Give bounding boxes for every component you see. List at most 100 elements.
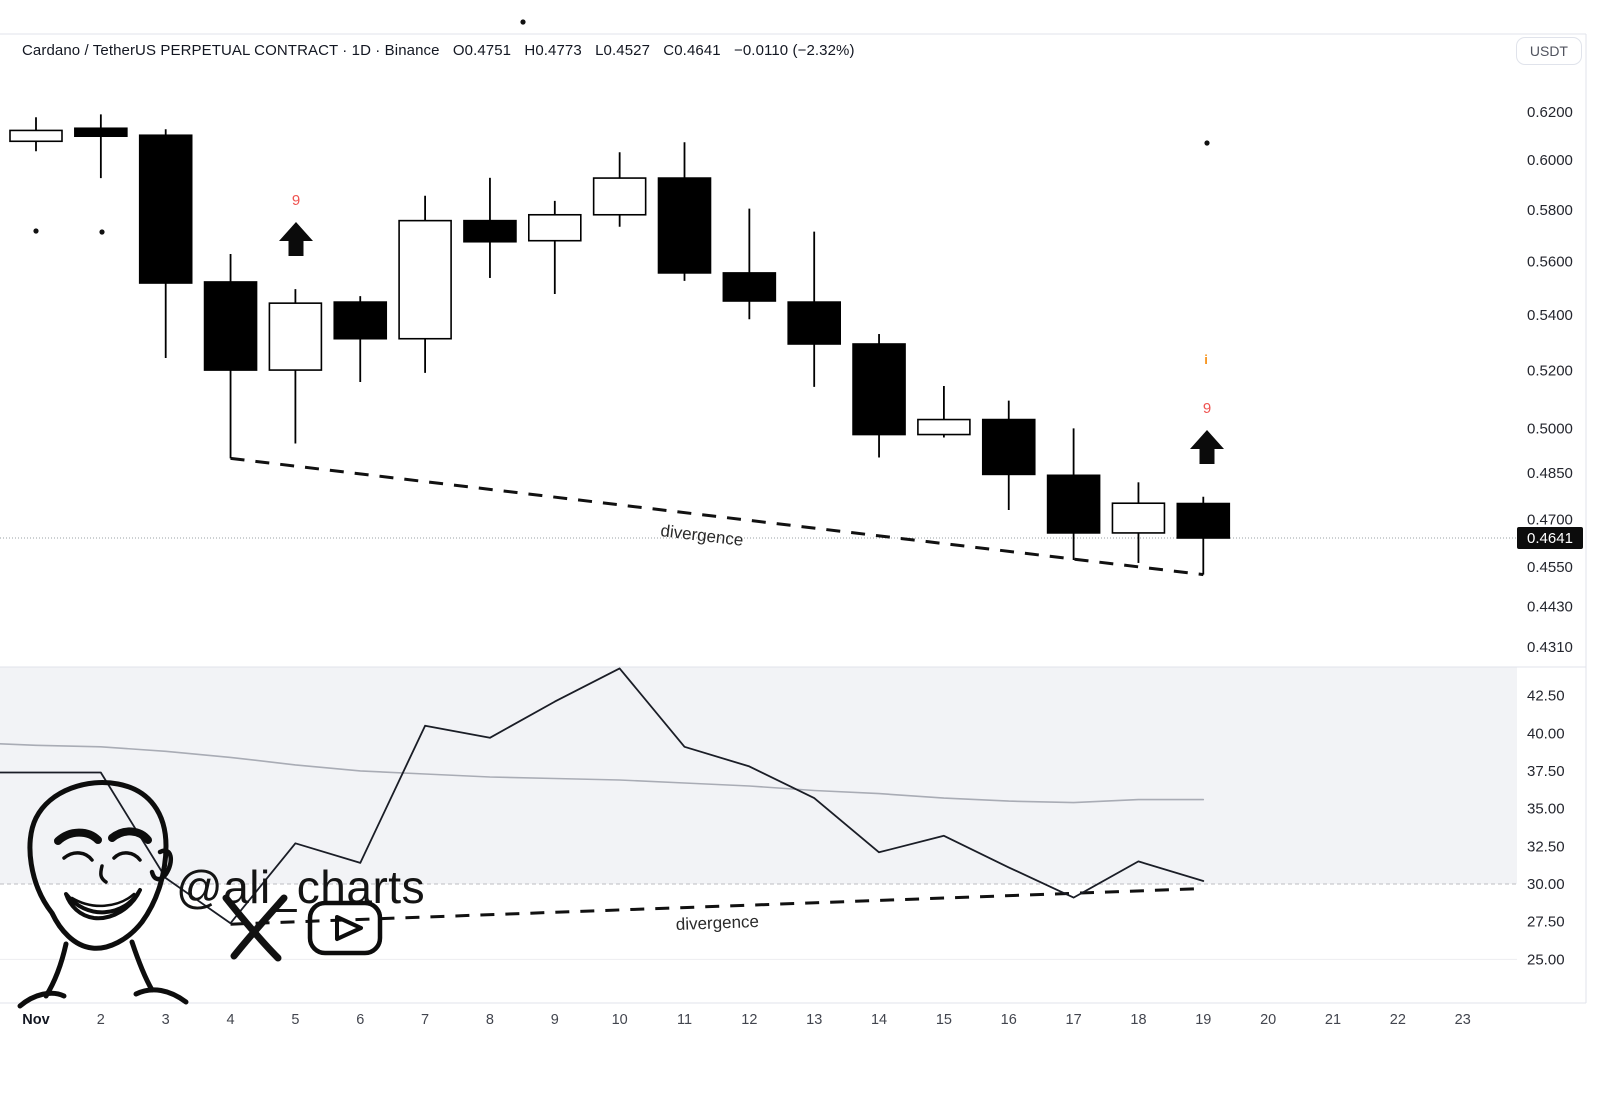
candlestick <box>398 195 452 373</box>
time-axis-label: 6 <box>356 1012 364 1028</box>
rsi-axis-label: 42.50 <box>1527 688 1565 705</box>
time-axis[interactable]: Nov 2 3 4 5 6 7 8 9 10 11 12 13 14 15 16 17 18 19 20 21 22 23 <box>22 1012 1470 1028</box>
candle-body <box>592 177 647 216</box>
time-axis-label: 16 <box>1001 1012 1017 1028</box>
time-axis-label: 10 <box>612 1012 628 1028</box>
watermark-handle: @ali_charts <box>176 861 425 913</box>
face-sketch <box>70 892 136 908</box>
candlestick <box>527 200 582 294</box>
candle-body <box>657 177 712 274</box>
time-axis-label: 22 <box>1390 1012 1406 1028</box>
candlestick <box>203 253 258 459</box>
symbol-title: Cardano / TetherUS PERPETUAL CONTRACT · … <box>22 42 440 59</box>
current-price-tag <box>1517 527 1583 549</box>
time-axis-label: Nov <box>22 1012 49 1028</box>
td-buy-arrow-icon <box>1190 430 1224 464</box>
face-sketch <box>43 941 69 999</box>
price-axis-label: 0.5400 <box>1527 307 1573 324</box>
time-axis-label: 20 <box>1260 1012 1276 1028</box>
price-axis-label: 0.5200 <box>1527 363 1573 380</box>
rsi-divergence-line <box>230 887 1204 926</box>
time-axis-label: 13 <box>806 1012 822 1028</box>
candlestick <box>917 385 971 438</box>
td9-count-label: 9 <box>1203 400 1211 417</box>
candle-body <box>722 272 777 302</box>
rsi-axis-label: 27.50 <box>1527 914 1565 931</box>
face-sketch <box>108 827 152 844</box>
watermark: @ali_charts <box>17 780 425 1009</box>
price-axis[interactable]: 0.6200 0.6000 0.5800 0.5600 0.5400 0.5200 0.50… <box>1527 104 1573 656</box>
price-axis-label: 0.6000 <box>1527 152 1573 169</box>
candlestick <box>463 177 517 278</box>
time-axis-label: 17 <box>1066 1012 1082 1028</box>
candle-body <box>787 301 842 345</box>
symbol-header: Cardano / TetherUS PERPETUAL CONTRACT · … <box>22 42 855 59</box>
marker-dot <box>1204 140 1210 146</box>
current-price-tag-text: 0.4641 <box>1527 530 1573 547</box>
price-axis-label: 0.4310 <box>1527 639 1573 656</box>
face-sketch <box>99 864 108 884</box>
candlestick <box>852 334 906 458</box>
candle-body <box>981 418 1036 476</box>
rsi-axis-label: 37.50 <box>1527 763 1565 780</box>
candlestick <box>657 142 712 281</box>
x-logo-stroke <box>222 894 282 962</box>
td9-count-label: 9 <box>292 192 300 209</box>
candlestick <box>1111 482 1166 563</box>
candle-body <box>527 213 582 242</box>
face-sketch <box>133 987 189 1005</box>
face-sketch <box>17 990 67 1009</box>
candle-body <box>917 418 971 436</box>
candle-body <box>333 301 388 340</box>
currency-toggle-button[interactable]: USDT <box>1515 37 1582 65</box>
candlestick <box>722 208 777 320</box>
price-axis-label: 0.5000 <box>1527 420 1573 437</box>
candle-body <box>138 134 193 284</box>
face-sketch <box>62 851 94 862</box>
price-axis-label: 0.4850 <box>1527 465 1573 482</box>
face-sketch <box>112 851 142 862</box>
time-axis-label: 4 <box>227 1012 235 1028</box>
candlestick <box>138 129 193 358</box>
candlestick <box>981 400 1036 511</box>
candlestick <box>268 289 323 444</box>
price-divergence-line <box>230 456 1204 577</box>
price-axis-label: 0.5600 <box>1527 254 1573 271</box>
ohlc-high: H0.4773 <box>524 42 582 59</box>
ohlc-open: O0.4751 <box>452 42 512 59</box>
info-marker: i <box>1204 352 1208 367</box>
candlestick <box>74 114 128 179</box>
time-axis-label: 14 <box>871 1012 887 1028</box>
time-axis-label: 21 <box>1325 1012 1341 1028</box>
rsi-axis[interactable]: 42.50 40.00 37.50 35.00 32.50 30.00 27.50 25.00 <box>1527 688 1565 969</box>
candle-body <box>203 281 258 371</box>
youtube-play-icon <box>335 915 363 941</box>
ohlc-change: −0.0110 (−2.32%) <box>734 42 855 59</box>
candle-body <box>74 127 128 138</box>
face-sketch <box>149 848 174 882</box>
face-sketch <box>64 888 142 921</box>
time-axis-label: 19 <box>1195 1012 1211 1028</box>
price-axis-label: 0.4430 <box>1527 598 1573 615</box>
price-divergence-label: divergence <box>660 521 745 550</box>
marker-dot <box>99 229 105 235</box>
time-axis-label: 18 <box>1130 1012 1146 1028</box>
time-axis-label: 12 <box>741 1012 757 1028</box>
x-logo-stroke <box>230 894 288 960</box>
candlestick <box>1046 428 1101 561</box>
price-axis-label: 0.6200 <box>1527 104 1573 121</box>
ohlc-low: L0.4527 <box>595 42 651 59</box>
rsi-axis-label: 30.00 <box>1527 876 1565 893</box>
candle-body <box>398 219 452 340</box>
time-axis-label: 7 <box>421 1012 429 1028</box>
time-axis-label: 3 <box>162 1012 170 1028</box>
ohlc-close: C0.4641 <box>663 42 721 59</box>
candlestick <box>787 231 842 387</box>
candle-body <box>1046 474 1101 534</box>
face-sketch <box>54 828 102 845</box>
price-axis-label: 0.4550 <box>1527 559 1573 576</box>
td-buy-arrow-icon <box>279 222 313 256</box>
marker-dot <box>33 228 39 234</box>
